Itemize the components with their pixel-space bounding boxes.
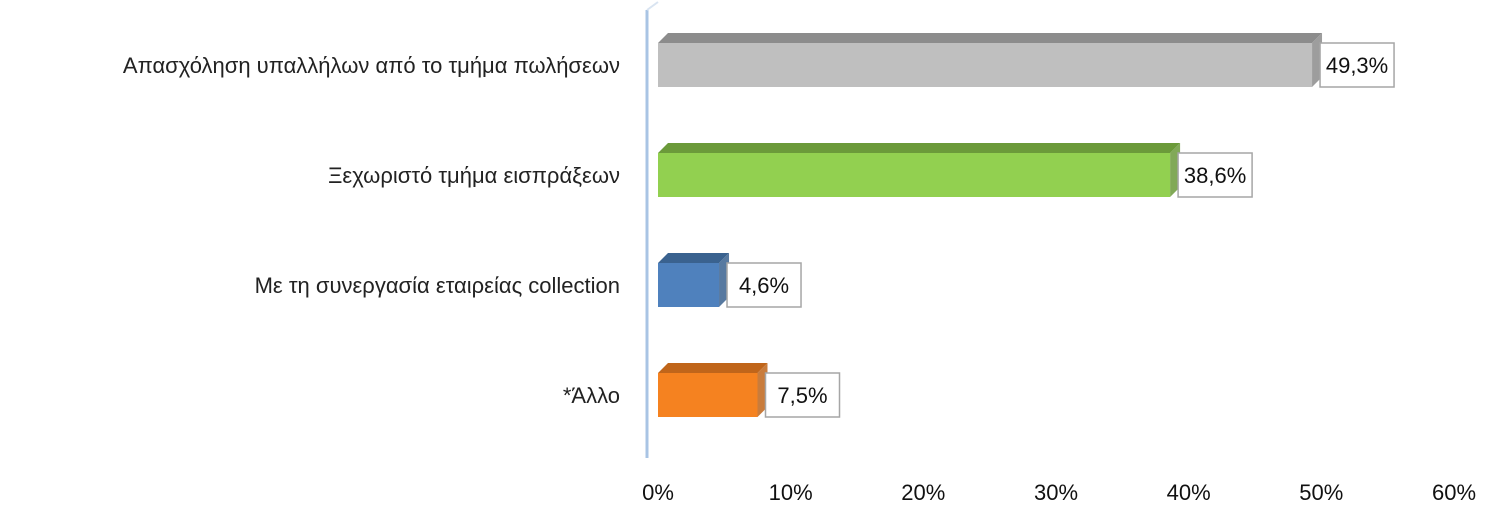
category-label: Ξεχωριστό τμήμα εισπράξεων	[328, 163, 620, 188]
data-label-box	[726, 262, 802, 308]
bar	[658, 253, 730, 307]
bar-top-face	[658, 253, 730, 263]
bar-front-face	[658, 153, 1171, 197]
category-label: Με τη συνεργασία εταιρείας collection	[255, 273, 620, 298]
bar-front-face	[658, 43, 1313, 87]
bar	[658, 363, 768, 417]
x-tick-label: 0%	[642, 480, 674, 505]
bar-front-face	[658, 373, 758, 417]
data-label: 38,6%	[1184, 163, 1246, 188]
data-label: 4,6%	[739, 273, 789, 298]
bar-top-face	[658, 363, 768, 373]
x-tick-label: 10%	[769, 480, 813, 505]
x-tick-label: 30%	[1034, 480, 1078, 505]
data-label: 49,3%	[1326, 53, 1388, 78]
axis-wall-edge	[646, 1, 659, 11]
category-label: Απασχόληση υπαλλήλων από το τμήμα πωλήσε…	[123, 53, 620, 78]
bar	[658, 33, 1323, 87]
data-label-box	[1177, 152, 1253, 198]
bar-front-face	[658, 263, 720, 307]
bar-top-face	[658, 33, 1323, 43]
data-label-box	[1319, 42, 1395, 88]
data-label: 7,5%	[777, 383, 827, 408]
bar-top-face	[658, 143, 1181, 153]
x-tick-label: 20%	[901, 480, 945, 505]
bar	[658, 143, 1181, 197]
data-label-box	[764, 372, 841, 418]
category-label: *Άλλο	[563, 383, 620, 408]
x-tick-label: 40%	[1167, 480, 1211, 505]
x-tick-label: 60%	[1432, 480, 1476, 505]
x-tick-label: 50%	[1299, 480, 1343, 505]
